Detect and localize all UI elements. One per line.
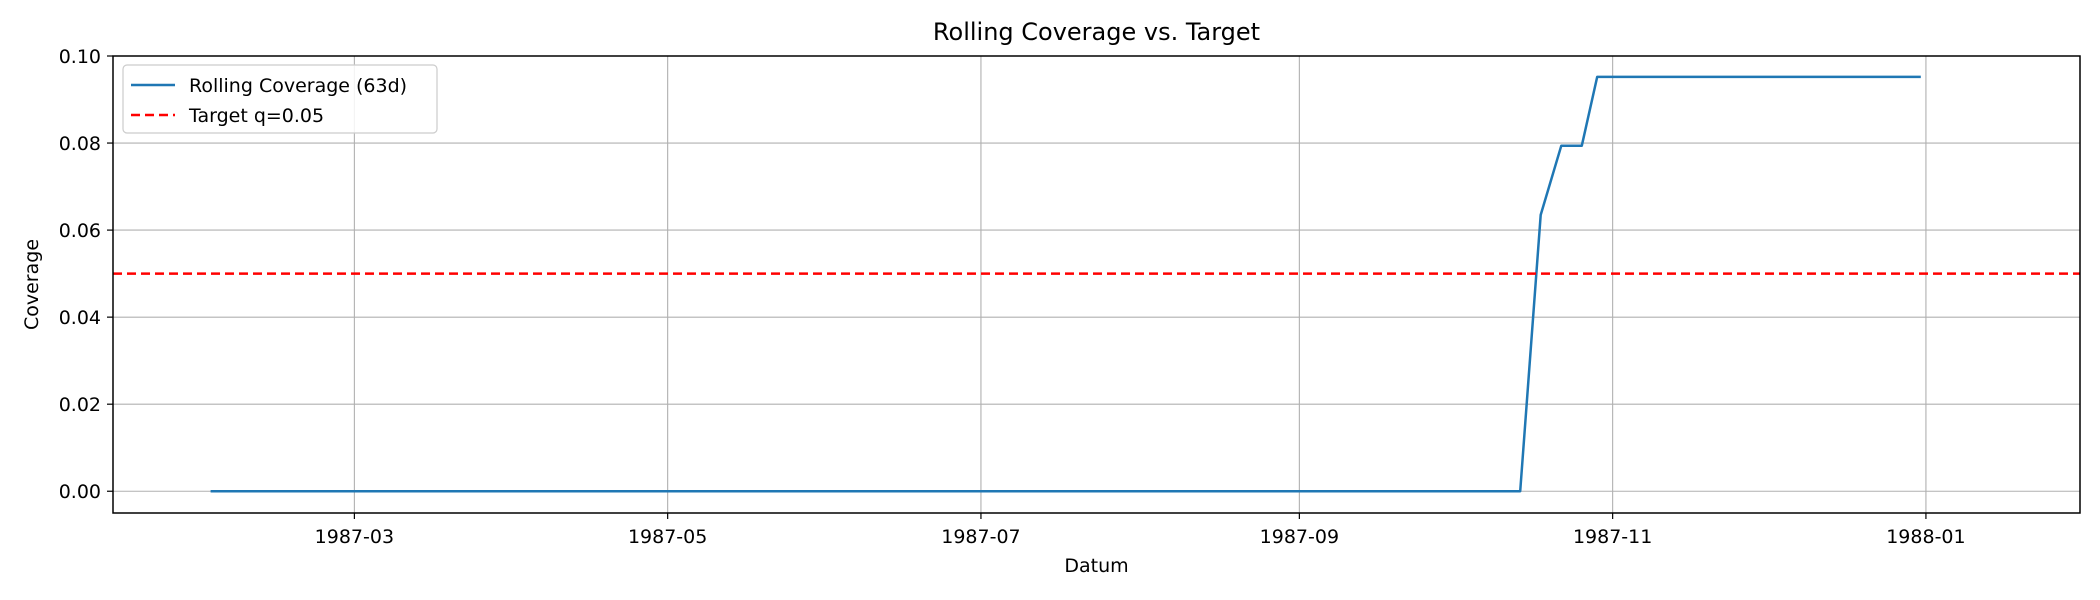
grid-layer — [113, 55, 2080, 513]
legend-label-rolling-coverage: Rolling Coverage (63d) — [189, 75, 407, 97]
x-tick-label: 1988-01 — [1886, 526, 1965, 548]
x-tick-label: 1987-09 — [1260, 526, 1339, 548]
y-tick-label: 0.06 — [59, 220, 101, 242]
chart-title: Rolling Coverage vs. Target — [933, 18, 1260, 46]
y-tick-label: 0.04 — [59, 307, 101, 329]
legend-box — [122, 64, 438, 134]
x-tick-label: 1987-07 — [941, 526, 1020, 548]
series-layer — [113, 75, 2080, 493]
x-tick-label: 1987-05 — [628, 526, 707, 548]
x-axis-label: Datum — [1064, 555, 1128, 577]
legend-label-target: Target q=0.05 — [188, 105, 324, 127]
y-tick-label: 0.10 — [59, 46, 101, 68]
plot-frame — [112, 55, 2081, 514]
y-axis-label: Coverage — [21, 239, 43, 330]
x-tick-label: 1987-03 — [315, 526, 394, 548]
x-tick-label: 1987-11 — [1573, 526, 1652, 548]
legend: Rolling Coverage (63d) Target q=0.05 — [122, 64, 438, 134]
rolling-coverage-line — [210, 75, 1921, 493]
y-tick-label: 0.00 — [59, 481, 101, 503]
y-tick-label: 0.02 — [59, 394, 101, 416]
y-tick-label: 0.08 — [59, 133, 101, 155]
tick-layer: 1987-03 1987-05 1987-07 1987-09 1987-11 1988-… — [59, 46, 1966, 548]
